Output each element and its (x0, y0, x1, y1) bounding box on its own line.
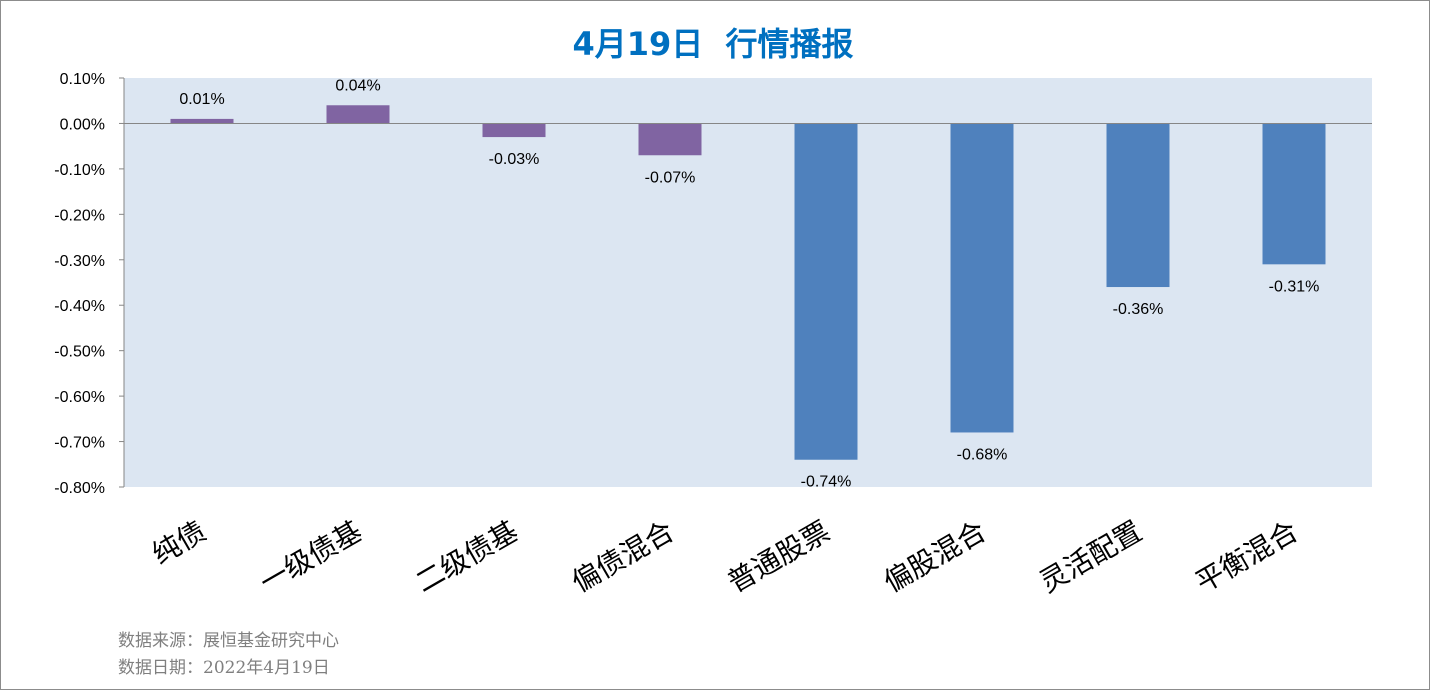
y-tick-label: -0.60% (54, 389, 105, 406)
bar (950, 123, 1014, 433)
bar (638, 123, 702, 156)
y-tick-label: -0.50% (54, 344, 105, 361)
data-label: -0.74% (801, 474, 852, 491)
data-label: -0.68% (957, 446, 1008, 463)
y-tick-label: -0.80% (54, 480, 105, 497)
y-tick-label: -0.70% (54, 435, 105, 452)
bar (1106, 123, 1170, 288)
bar (170, 118, 234, 124)
data-labels-group: 0.01% 0.04% -0.03% -0.07% -0.74% -0.68% -0.36%… (179, 77, 1319, 490)
chart-title: 4月19日 行情播报 (572, 25, 853, 63)
y-tick-label: -0.40% (54, 298, 105, 315)
bar (794, 123, 858, 460)
data-label: -0.07% (645, 169, 696, 186)
data-label: -0.36% (1113, 301, 1164, 318)
plot-area (124, 78, 1372, 487)
data-label: 0.01% (179, 91, 224, 108)
date-note: 数据日期：2022年4月19日 (118, 658, 330, 678)
y-axis-ticks: 0.10% 0.00% -0.10% -0.20% -0.30% -0.40% -0.50%… (54, 71, 124, 497)
y-tick-label: -0.30% (54, 253, 105, 270)
data-label: -0.03% (489, 151, 540, 168)
source-note: 数据来源：展恒基金研究中心 (118, 631, 339, 651)
y-tick-label: -0.10% (54, 162, 105, 179)
bars-group (170, 105, 1326, 460)
y-tick-label: 0.00% (60, 116, 105, 133)
data-label: 0.04% (335, 77, 380, 94)
bar (482, 123, 546, 138)
y-tick-label: -0.20% (54, 207, 105, 224)
bar (1262, 123, 1326, 265)
bar (326, 105, 390, 124)
y-tick-label: 0.10% (60, 71, 105, 88)
data-label: -0.31% (1269, 278, 1320, 295)
